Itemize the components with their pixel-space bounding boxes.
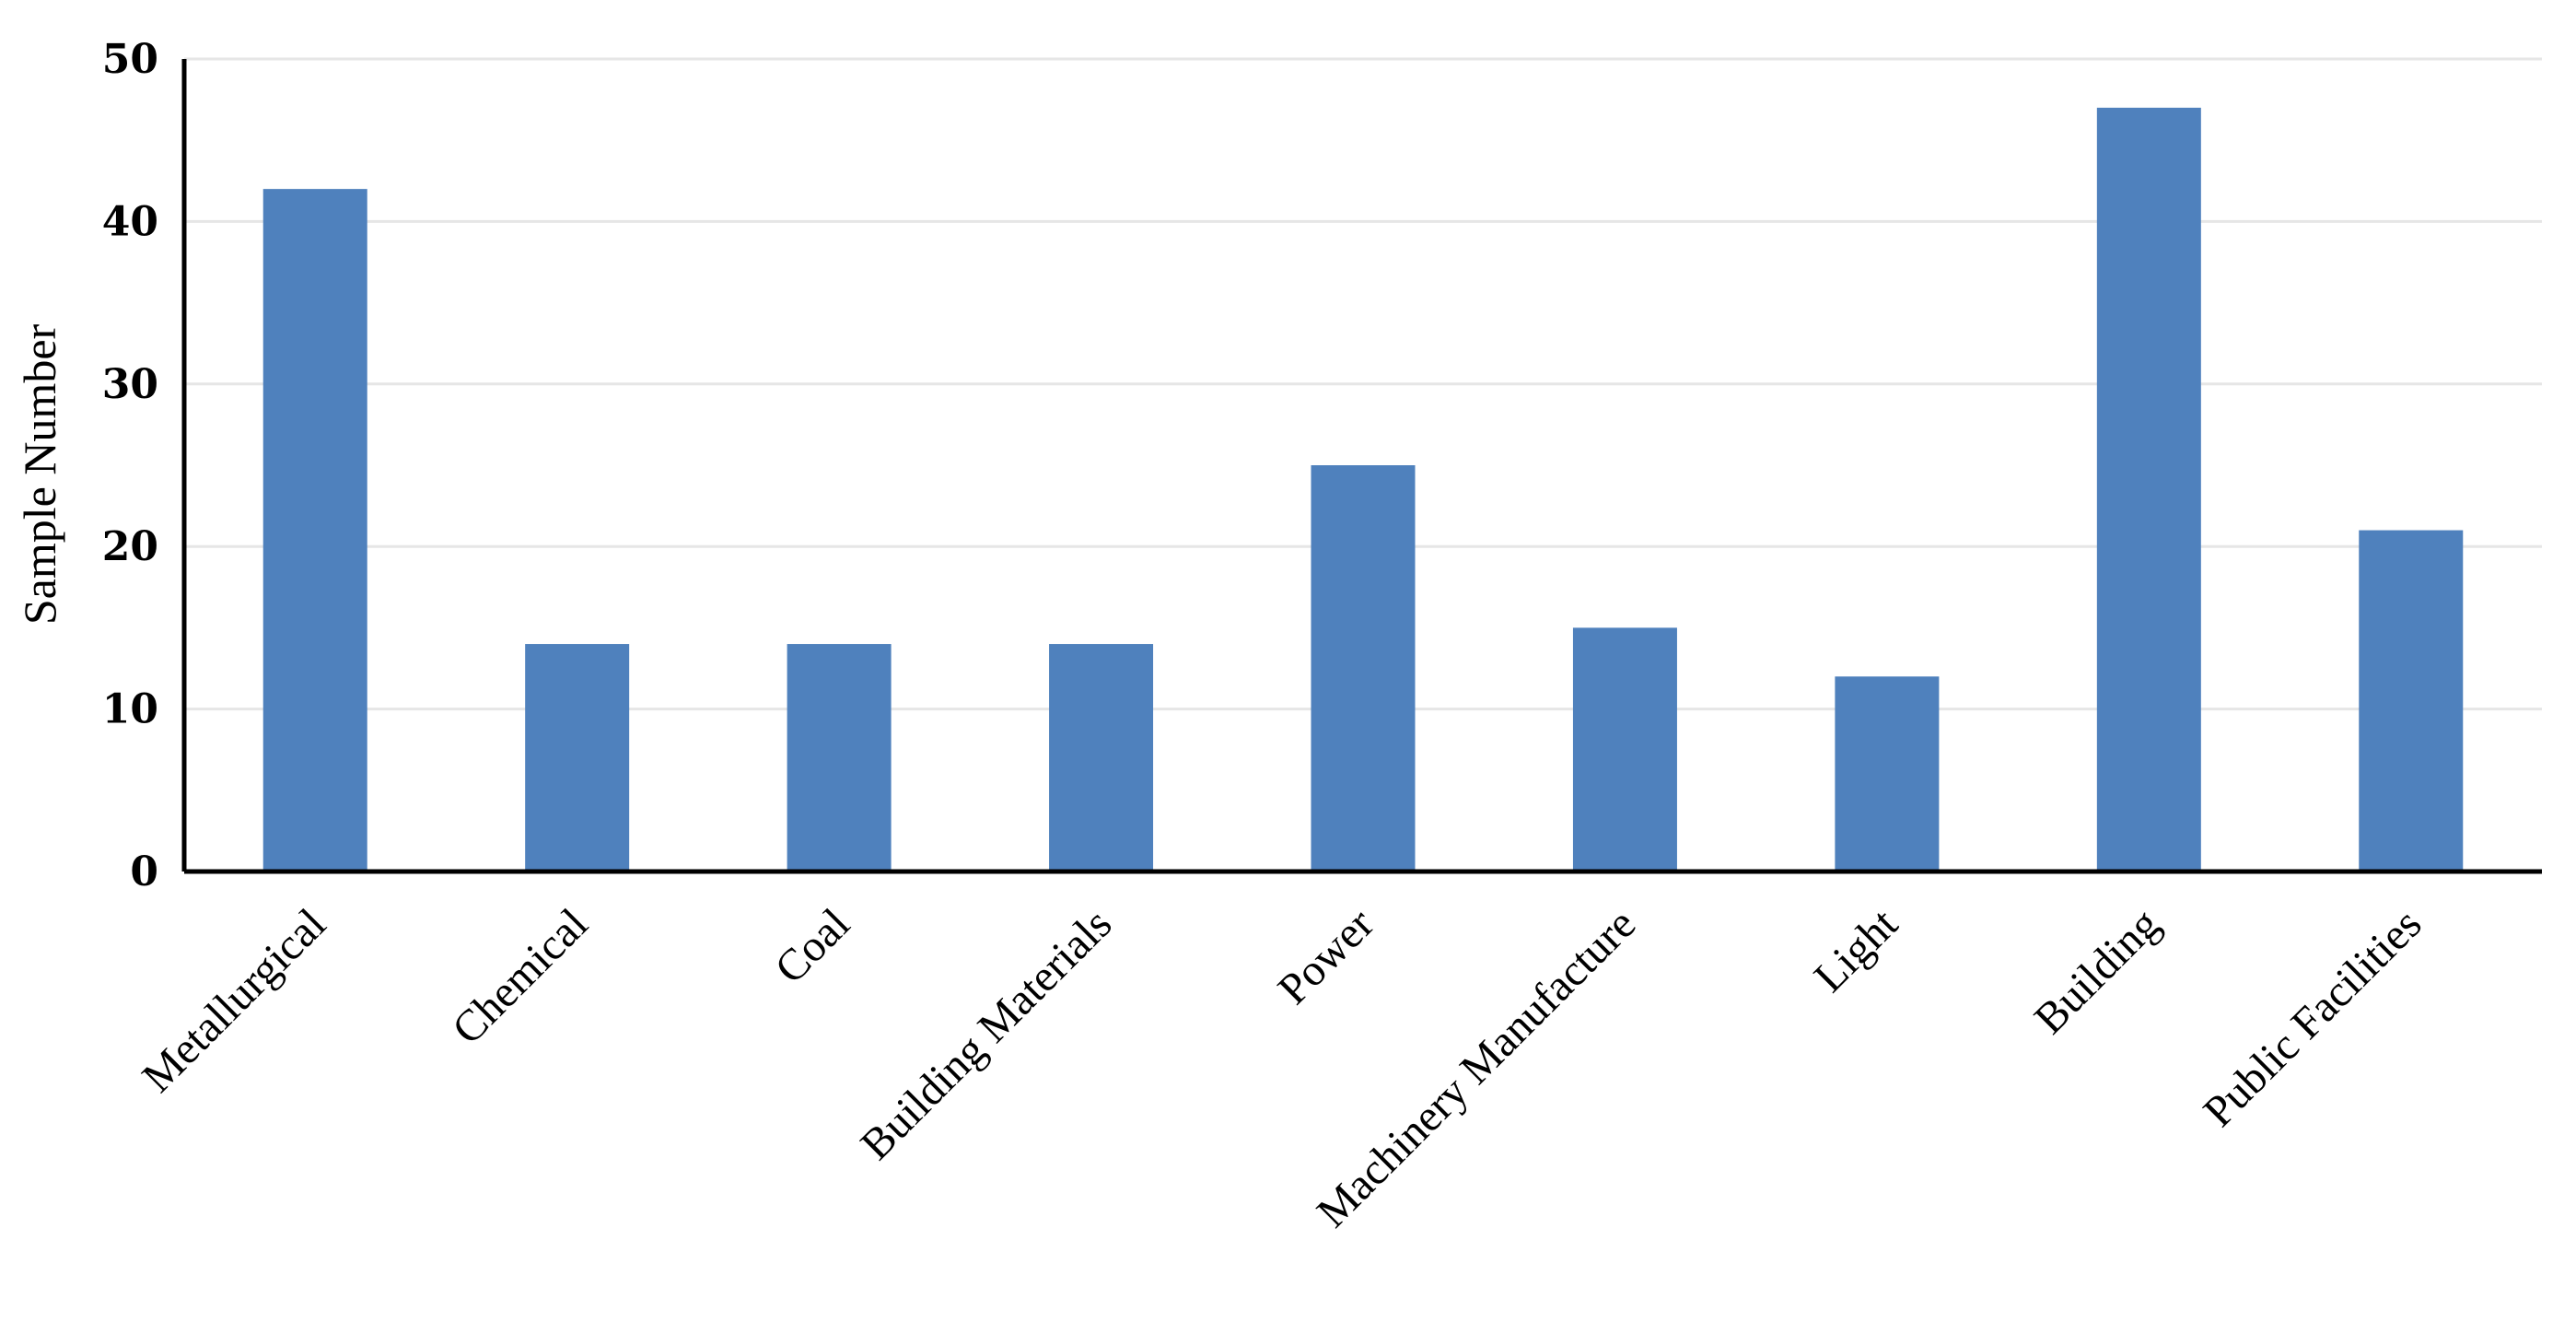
bar-public-facilities <box>2359 530 2464 872</box>
bar-power <box>1311 465 1416 872</box>
y-tick-label: 40 <box>102 198 158 245</box>
y-axis-title: Sample Number <box>14 323 65 625</box>
y-tick-labels: 0 10 20 30 40 50 <box>102 36 158 895</box>
y-tick-label: 10 <box>102 686 158 733</box>
y-tick-label: 20 <box>102 523 158 570</box>
x-category-label: Chemical <box>443 899 598 1054</box>
axes <box>181 59 2542 874</box>
bar-machinery-manufacture <box>1572 627 1677 872</box>
y-tick-label: 50 <box>102 36 158 83</box>
y-tick-label: 0 <box>130 848 158 895</box>
y-tick-label: 30 <box>102 361 158 408</box>
bars <box>262 107 2464 872</box>
bar-building-materials <box>1049 644 1154 872</box>
x-category-label: Power <box>1269 899 1383 1013</box>
bar-chemical <box>525 644 630 872</box>
x-category-label: Light <box>1805 899 1907 1001</box>
bar-coal <box>787 644 892 872</box>
x-category-label: Building <box>2025 899 2169 1043</box>
bar-metallurgical <box>262 189 367 872</box>
x-category-label: Building Materials <box>851 899 1121 1169</box>
x-category-label: Coal <box>765 899 859 993</box>
bar-light <box>1835 676 1940 872</box>
bar-building <box>2096 107 2201 872</box>
x-category-label: Metallurgical <box>133 899 335 1102</box>
x-category-label: Public Facilities <box>2194 899 2430 1136</box>
